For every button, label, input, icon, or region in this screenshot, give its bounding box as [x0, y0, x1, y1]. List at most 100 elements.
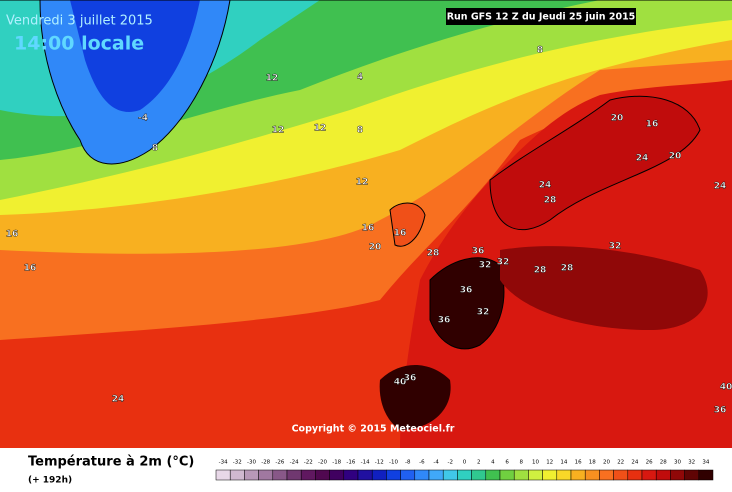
scale-label: -26 [275, 460, 284, 466]
scale-swatch [400, 469, 416, 481]
scale-swatch [528, 469, 543, 481]
contour-label: 28 [544, 196, 557, 206]
contour-label: 32 [609, 242, 622, 252]
contour-label: 24 [539, 181, 552, 191]
contour-label: 28 [534, 266, 547, 276]
scale-label: -18 [332, 460, 341, 466]
run-info: Run GFS 12 Z du Jeudi 25 juin 2015 [447, 12, 636, 23]
scale-swatch [542, 469, 558, 481]
legend-title: Température à 2m (°C) [28, 455, 194, 470]
scale-label: 22 [617, 460, 624, 466]
scale-label: 10 [532, 460, 539, 466]
contour-label: 36 [438, 316, 451, 326]
scale-label: 18 [589, 460, 596, 466]
scale-swatch [655, 469, 671, 481]
scale-swatch [599, 469, 614, 481]
contour-label: 36 [460, 286, 473, 296]
contour-label: 12 [272, 126, 285, 136]
scale-label: 20 [603, 460, 610, 466]
contour-label: 8 [152, 144, 158, 154]
scale-swatch [244, 469, 259, 481]
scale-label: 30 [674, 460, 681, 466]
scale-swatch [300, 469, 316, 481]
scale-label: -4 [433, 460, 439, 466]
scale-label: 16 [575, 460, 582, 466]
contour-label: 12 [314, 124, 327, 134]
scale-swatch [343, 469, 359, 481]
scale-swatch [215, 469, 231, 481]
contour-label: 20 [669, 152, 682, 162]
contour-label: 24 [636, 154, 649, 164]
contour-label: 32 [497, 258, 510, 268]
contour-label: 12 [356, 178, 369, 188]
contour-label: 8 [537, 46, 543, 56]
scale-label: -8 [405, 460, 411, 466]
scale-label: -30 [247, 460, 256, 466]
map [0, 0, 732, 448]
scale-swatch [698, 469, 714, 481]
contour-label: 16 [24, 264, 37, 274]
contour-label: 8 [357, 126, 363, 136]
scale-label: -28 [261, 460, 270, 466]
legend-subtitle: (+ 192h) [28, 476, 72, 486]
scale-label: -32 [233, 460, 242, 466]
forecast-time: 14:00 locale [14, 33, 144, 55]
contour-label: 28 [561, 264, 574, 274]
contour-label: 20 [611, 114, 624, 124]
scale-swatch [471, 469, 487, 481]
contour-label: 36 [714, 406, 727, 416]
contour-label: 16 [646, 120, 659, 130]
scale-swatch [485, 469, 501, 481]
copyright: Copyright © 2015 Meteociel.fr [292, 424, 455, 435]
contour-label: 32 [477, 308, 490, 318]
legend-area [0, 448, 732, 488]
scale-swatch [229, 469, 245, 481]
scale-label: -12 [375, 460, 384, 466]
color-scale: -34 -32 -30 -28 -26 -24 -22 -20 -18 -16 -14 -12 -10-… [215, 460, 714, 481]
scale-swatch [457, 469, 472, 481]
scale-label: -10 [389, 460, 398, 466]
scale-swatch [584, 469, 600, 481]
scale-label: -2 [448, 460, 453, 466]
scale-swatch [670, 469, 685, 481]
scale-swatch [329, 469, 345, 481]
scale-label: 2 [477, 460, 481, 466]
contour-label: 40 [720, 383, 732, 393]
scale-label: -20 [318, 460, 327, 466]
scale-label: 8 [520, 460, 524, 466]
scale-label: 32 [688, 460, 695, 466]
scale-swatch [613, 469, 629, 481]
scale-swatch [428, 469, 444, 481]
scale-swatch [570, 469, 586, 481]
contour-label: 24 [112, 395, 125, 405]
scale-label: 14 [560, 460, 567, 466]
scale-swatch [414, 469, 430, 481]
contour-label: -4 [138, 114, 148, 124]
scale-swatch [499, 469, 515, 481]
contour-label: 24 [714, 182, 727, 192]
map-labels: 8 4 12 -4 8 12 12 8 12 16 20 16 28 36 32 32 24 28 20 16 24 20… [6, 45, 732, 416]
contour-label: 16 [6, 230, 19, 240]
scale-label: -16 [346, 460, 355, 466]
scale-label: 24 [631, 460, 638, 466]
contour-label: 12 [266, 74, 279, 84]
scale-label: -6 [419, 460, 425, 466]
contour-label: 16 [362, 224, 375, 234]
scale-label: 26 [646, 460, 653, 466]
contour-label: 20 [369, 243, 382, 253]
scale-swatch [556, 469, 572, 481]
scale-swatch [442, 469, 458, 481]
contour-label: 4 [357, 73, 363, 83]
scale-label: -22 [304, 460, 313, 466]
scale-swatch [272, 469, 288, 481]
contour-label: 36 [472, 247, 485, 257]
scale-label: -24 [290, 460, 299, 466]
scale-swatch [357, 469, 373, 481]
scale-label: -14 [361, 460, 370, 466]
contour-label: 36 [404, 374, 417, 384]
scale-swatch [315, 469, 330, 481]
contour-label: 28 [427, 249, 440, 259]
scale-label: 12 [546, 460, 553, 466]
contour-label: 16 [394, 229, 407, 239]
scale-swatch [684, 469, 700, 481]
